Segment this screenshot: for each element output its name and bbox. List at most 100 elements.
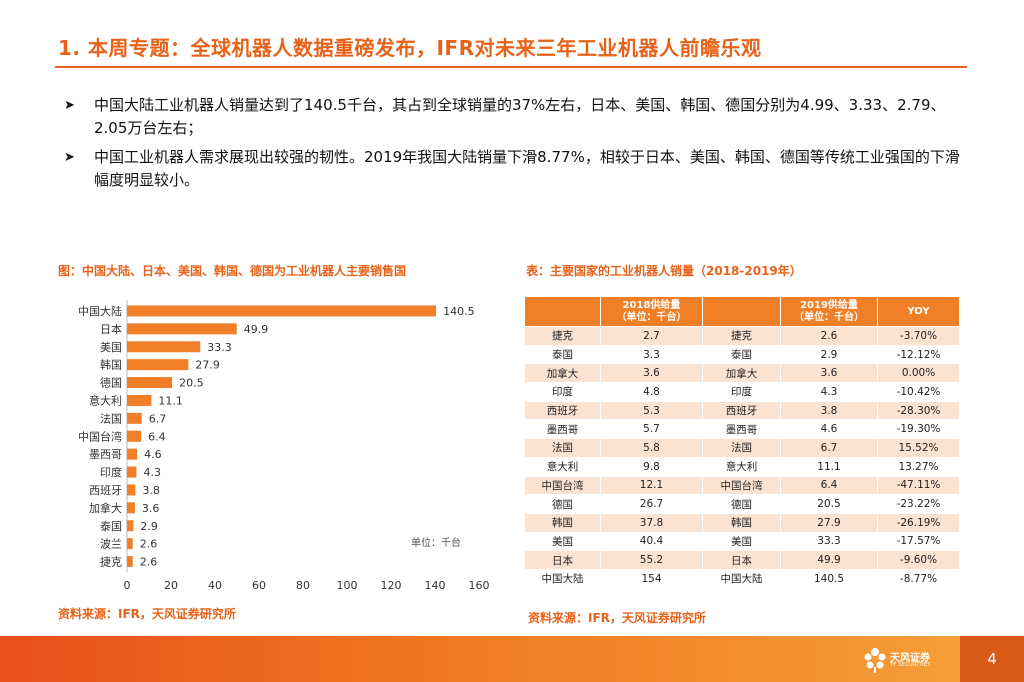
table-header-cell: [524, 296, 601, 327]
x-tick-label: 160: [469, 579, 490, 592]
table-cell: 印度: [702, 382, 781, 402]
flower-logo-icon: [864, 648, 886, 673]
table-cell: 6.4: [780, 475, 878, 496]
chart-source: 资料来源：IFR，天风证券研究所: [58, 607, 236, 621]
sales-bar-chart: 中国大陆 140.5 日本 49.9 美国 33.3 韩国 27.9 德国 20.5 意大利 11.1…: [78, 300, 490, 592]
data-label: 2.6: [140, 556, 158, 569]
data-label: 2.6: [140, 538, 158, 551]
table-caption: 表：主要国家的工业机器人销量（2018-2019年）: [526, 264, 802, 278]
table-cell: 15.52%: [877, 438, 960, 458]
table-cell: -26.19%: [877, 512, 960, 533]
table-cell: 3.3: [600, 344, 703, 365]
title-divider: [55, 66, 967, 68]
table-cell: 55.2: [600, 550, 703, 570]
category-label: 波兰: [100, 538, 122, 551]
data-label: 20.5: [179, 377, 204, 390]
slide-title: 1. 本周专题：全球机器人数据重磅发布，IFR对未来三年工业机器人前瞻乐观: [58, 36, 762, 60]
sales-table: 2018供给量 （单位：千台） 2019供给量 （单位：千台） YOY 捷克 2.7 捷克 2…: [524, 296, 960, 589]
table-row: 韩国 37.8 韩国 27.9 -26.19%: [524, 512, 960, 533]
table-row: 捷克 2.7 捷克 2.6 -3.70%: [524, 326, 960, 346]
category-label: 意大利: [89, 393, 122, 407]
table-cell: 2.6: [780, 326, 878, 346]
bullet-text: 中国大陆工业机器人销量达到了140.5千台，其占到全球销量的37%左右，日本、美…: [94, 96, 946, 137]
table-cell: 美国: [524, 531, 601, 552]
table-cell: 5.8: [600, 438, 703, 458]
bar: [127, 448, 138, 460]
bar: [127, 520, 134, 532]
data-label: 4.6: [144, 448, 162, 461]
table-cell: 4.8: [600, 382, 703, 402]
footer-band: [0, 636, 1024, 682]
x-tick-label: 140: [425, 579, 446, 592]
table-header-text: 2019供给量: [800, 299, 858, 311]
table-cell: 墨西哥: [702, 419, 781, 440]
table-source: 资料来源：IFR，天风证券研究所: [528, 611, 706, 625]
data-label: 4.3: [143, 466, 161, 479]
bar: [127, 412, 142, 424]
data-label: 33.3: [207, 341, 232, 354]
table-cell: 4.6: [780, 419, 878, 440]
table-cell: 墨西哥: [524, 419, 601, 440]
table-cell: 40.4: [600, 531, 703, 552]
table-cell: 日本: [524, 550, 601, 570]
table-cell: 中国大陆: [702, 568, 781, 589]
table-cell: 140.5: [780, 568, 878, 589]
category-label: 日本: [100, 322, 122, 336]
table-cell: -17.57%: [877, 531, 960, 552]
bar: [127, 394, 152, 406]
table-cell: 捷克: [524, 326, 601, 346]
table-cell: 9.8: [600, 456, 703, 477]
table-cell: 中国台湾: [702, 475, 781, 496]
bar: [127, 430, 142, 442]
table-cell: 法国: [702, 438, 781, 458]
table-cell: 西班牙: [702, 400, 781, 421]
table-header-cell: 2019供给量 （单位：千台）: [780, 296, 878, 327]
table-cell: 11.1: [780, 456, 878, 477]
bar: [127, 556, 133, 568]
chart-caption: 图：中国大陆、日本、美国、韩国、德国为工业机器人主要销售国: [58, 264, 407, 278]
table-cell: 3.8: [780, 400, 878, 421]
bullet-item: ➤ 中国工业机器人需求展现出较强的韧性。2019年我国大陆销量下滑8.77%，相…: [64, 146, 969, 192]
bullet-item: ➤ 中国大陆工业机器人销量达到了140.5千台，其占到全球销量的37%左右，日本…: [64, 94, 969, 140]
table-row: 泰国 3.3 泰国 2.9 -12.12%: [524, 344, 960, 365]
category-label: 韩国: [100, 358, 122, 372]
table-row: 意大利 9.8 意大利 11.1 13.27%: [524, 456, 960, 477]
arrow-bullet-icon: ➤: [64, 150, 75, 165]
table-cell: 6.7: [780, 438, 878, 458]
data-label: 140.5: [443, 305, 475, 318]
table-row: 法国 5.8 法国 6.7 15.52%: [524, 438, 960, 458]
category-label: 西班牙: [89, 484, 122, 497]
table-cell: 美国: [702, 531, 781, 552]
x-tick-label: 100: [337, 579, 358, 592]
data-label: 6.7: [149, 412, 167, 425]
table-row: 日本 55.2 日本 49.9 -9.60%: [524, 550, 960, 570]
table-header-cell: [702, 296, 781, 327]
table-cell: 捷克: [702, 326, 781, 346]
bullet-text: 中国工业机器人需求展现出较强的韧性。2019年我国大陆销量下滑8.77%，相较于…: [94, 148, 960, 189]
x-tick-label: 80: [296, 579, 310, 592]
table-cell: 13.27%: [877, 456, 960, 477]
category-label: 泰国: [100, 519, 122, 533]
table-cell: -9.60%: [877, 550, 960, 570]
table-row: 西班牙 5.3 西班牙 3.8 -28.30%: [524, 400, 960, 421]
table-cell: 中国台湾: [524, 475, 601, 496]
table-cell: 3.6: [600, 363, 703, 384]
bar: [127, 359, 189, 371]
category-label: 捷克: [100, 555, 122, 569]
bar: [127, 377, 173, 389]
x-tick-label: 40: [208, 579, 222, 592]
arrow-bullet-icon: ➤: [64, 98, 75, 113]
category-label: 法国: [100, 411, 122, 425]
table-cell: 154: [600, 568, 703, 589]
x-tick-label: 20: [164, 579, 178, 592]
x-tick-label: 60: [252, 579, 266, 592]
table-cell: -19.30%: [877, 419, 960, 440]
table-row: 德国 26.7 德国 20.5 -23.22%: [524, 494, 960, 514]
table-cell: 2.7: [600, 326, 703, 346]
table-cell: 33.3: [780, 531, 878, 552]
bar: [127, 538, 133, 550]
category-label: 中国台湾: [78, 429, 122, 443]
logo-subtitle: TF SECURITIES: [890, 662, 931, 668]
table-cell: 27.9: [780, 512, 878, 533]
table-header-text: YOY: [907, 305, 930, 317]
